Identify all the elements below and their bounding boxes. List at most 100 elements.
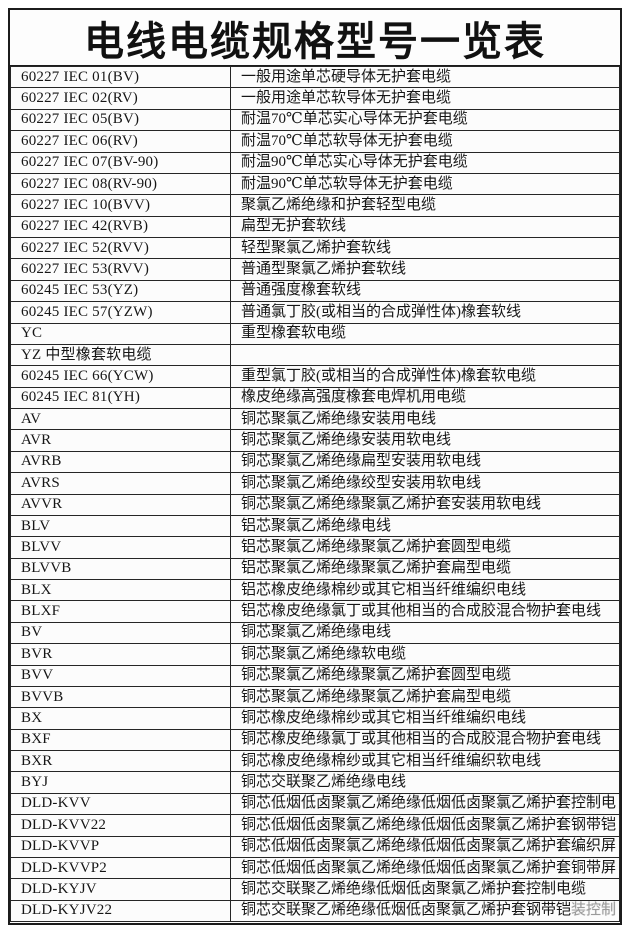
model-code-cell: 60245 IEC 81(YH): [10, 386, 231, 410]
table-row: 60227 IEC 06(RV) 耐温70℃单芯软导体无护套电缆: [10, 130, 620, 153]
description-cell: 铜芯低烟低卤聚氯乙烯绝缘低烟低卤聚氯乙烯护套铜带屏: [230, 856, 620, 880]
description-cell: 重型氯丁胶(或相当的合成弹性体)橡套软电缆: [230, 365, 620, 388]
model-code-cell: AVRB: [10, 450, 231, 474]
description-cell: 铜芯聚氯乙烯绝缘绞型安装用软电线: [230, 472, 620, 495]
table-row: 60227 IEC 05(BV) 耐温70℃单芯实心导体无护套电缆: [10, 108, 620, 132]
model-code-cell: AVVR: [10, 493, 231, 516]
description-cell: 铝芯聚氯乙烯绝缘聚氯乙烯护套扁型电缆: [230, 557, 620, 581]
description-cell: 耐温70℃单芯实心导体无护套电缆: [230, 108, 620, 132]
table-row: BYJ 铜芯交联聚乙烯绝缘电线: [10, 771, 620, 794]
description-cell: 轻型聚氯乙烯护套软线: [230, 236, 620, 260]
table-row: AVRS 铜芯聚氯乙烯绝缘绞型安装用软电线: [10, 472, 620, 495]
table-row: AVRB 铜芯聚氯乙烯绝缘扁型安装用软电线: [10, 450, 620, 474]
description-cell: 铜芯低烟低卤聚氯乙烯绝缘低烟低卤聚氯乙烯护套钢带铠: [230, 814, 620, 837]
model-code-cell: AVRS: [10, 472, 231, 495]
description-cell: 普通强度橡套软线: [230, 279, 620, 303]
table-row: 60227 IEC 53(RVV) 普通型聚氯乙烯护套软线: [10, 258, 620, 281]
description-cell: 普通氯丁胶(或相当的合成弹性体)橡套软线: [230, 301, 620, 324]
description-cell: 铝芯聚氯乙烯绝缘聚氯乙烯护套圆型电缆: [230, 536, 620, 559]
table-row: 60227 IEC 52(RVV) 轻型聚氯乙烯护套软线: [10, 236, 620, 260]
table-row: DLD-KVVP 铜芯低烟低卤聚氯乙烯绝缘低烟低卤聚氯乙烯护套编织屏: [10, 835, 620, 858]
model-code-cell: DLD-KVVP2: [10, 856, 231, 880]
description-cell: 耐温90℃单芯实心导体无护套电缆: [230, 151, 620, 174]
table-row: BLVV 铝芯聚氯乙烯绝缘聚氯乙烯护套圆型电缆: [10, 536, 620, 559]
description-cell: 铜芯聚氯乙烯绝缘安装用电线: [230, 407, 620, 431]
watermark-text: 装控制: [571, 902, 617, 919]
table-row: 60227 IEC 07(BV-90) 耐温90℃单芯实心导体无护套电缆: [10, 151, 620, 174]
description-cell: [230, 343, 620, 367]
model-code-cell: 60245 IEC 66(YCW): [10, 365, 231, 388]
table-row: BVR 铜芯聚氯乙烯绝缘软电缆: [10, 643, 620, 666]
description-cell: 铜芯聚氯乙烯绝缘聚氯乙烯护套圆型电缆: [230, 664, 620, 687]
description-cell: 铜芯橡皮绝缘氯丁或其他相当的合成胶混合物护套电线: [230, 728, 620, 752]
spec-table: 60227 IEC 01(BV) 一般用途单芯硬导体无护套电缆 60227 IEC …: [10, 65, 620, 923]
model-code-cell: BX: [10, 707, 231, 730]
model-code-cell: 60227 IEC 53(RVV): [10, 258, 231, 281]
table-row: 60245 IEC 53(YZ) 普通强度橡套软线: [10, 279, 620, 303]
model-code-cell: DLD-KYJV22: [10, 899, 231, 923]
table-row: BVVB 铜芯聚氯乙烯绝缘聚氯乙烯护套扁型电缆: [10, 685, 620, 709]
model-code-cell: BV: [10, 621, 231, 645]
description-cell: 聚氯乙烯绝缘和护套轻型电缆: [230, 194, 620, 217]
table-row: 60227 IEC 42(RVB) 扁型无护套软线: [10, 215, 620, 239]
spec-sheet: 电线电缆规格型号一览表 60227 IEC 01(BV) 一般用途单芯硬导体无护套…: [8, 8, 622, 925]
description-cell: 扁型无护套软线: [230, 215, 620, 239]
table-row: 60227 IEC 10(BVV) 聚氯乙烯绝缘和护套轻型电缆: [10, 194, 620, 217]
model-code-cell: DLD-KVVP: [10, 835, 231, 858]
model-code-cell: BLV: [10, 514, 231, 538]
description-cell: 铜芯聚氯乙烯绝缘扁型安装用软电线: [230, 450, 620, 474]
model-code-cell: BXR: [10, 749, 231, 773]
description-cell: 铜芯低烟低卤聚氯乙烯绝缘低烟低卤聚氯乙烯护套编织屏: [230, 835, 620, 858]
spec-table-body: 60227 IEC 01(BV) 一般用途单芯硬导体无护套电缆 60227 IEC …: [10, 65, 620, 923]
model-code-cell: BLX: [10, 578, 231, 602]
model-code-cell: BLVVB: [10, 557, 231, 581]
description-cell: 铜芯交联聚乙烯绝缘电线: [230, 771, 620, 794]
description-cell: 铝芯橡皮绝缘氯丁或其他相当的合成胶混合物护套电线: [230, 600, 620, 623]
description-cell: 铜芯橡皮绝缘棉纱或其它相当纤维编织软电线: [230, 749, 620, 773]
description-cell: 普通型聚氯乙烯护套软线: [230, 258, 620, 281]
description-cell: 铜芯低烟低卤聚氯乙烯绝缘低烟低卤聚氯乙烯护套控制电: [230, 792, 620, 816]
description-cell: 一般用途单芯软导体无护套电缆: [230, 87, 620, 110]
model-code-cell: YC: [10, 322, 231, 345]
table-row: 60245 IEC 57(YZW) 普通氯丁胶(或相当的合成弹性体)橡套软线: [10, 301, 620, 324]
description-cell: 铜芯聚氯乙烯绝缘软电缆: [230, 643, 620, 666]
model-code-cell: BVV: [10, 664, 231, 687]
model-code-cell: DLD-KYJV: [10, 878, 231, 901]
model-code-cell: 60245 IEC 53(YZ): [10, 279, 231, 303]
page-title: 电线电缆规格型号一览表: [10, 10, 620, 66]
description-cell: 重型橡套软电缆: [230, 322, 620, 345]
table-row: 60227 IEC 01(BV) 一般用途单芯硬导体无护套电缆: [10, 65, 620, 89]
description-cell: 耐温90℃单芯软导体无护套电缆: [230, 172, 620, 196]
model-code-cell: DLD-KVV: [10, 792, 231, 816]
table-row: BXF 铜芯橡皮绝缘氯丁或其他相当的合成胶混合物护套电线: [10, 728, 620, 752]
table-row: YC 重型橡套软电缆: [10, 322, 620, 345]
model-code-cell: BYJ: [10, 771, 231, 794]
table-row: 60245 IEC 66(YCW) 重型氯丁胶(或相当的合成弹性体)橡套软电缆: [10, 365, 620, 388]
description-cell: 橡皮绝缘高强度橡套电焊机用电缆: [230, 386, 620, 410]
model-code-cell: 60245 IEC 57(YZW): [10, 301, 231, 324]
model-code-cell: 60227 IEC 06(RV): [10, 130, 231, 153]
table-row: DLD-KYJV 铜芯交联聚乙烯绝缘低烟低卤聚氯乙烯护套控制电缆: [10, 878, 620, 901]
model-code-cell: AV: [10, 407, 231, 431]
model-code-cell: 60227 IEC 52(RVV): [10, 236, 231, 260]
description-cell: 铜芯交联聚乙烯绝缘低烟低卤聚氯乙烯护套控制电缆: [230, 878, 620, 901]
model-code-cell: BVR: [10, 643, 231, 666]
table-row: AV 铜芯聚氯乙烯绝缘安装用电线: [10, 407, 620, 431]
model-code-cell: DLD-KVV22: [10, 814, 231, 837]
table-row: DLD-KYJV22 铜芯交联聚乙烯绝缘低烟低卤聚氯乙烯护套钢带铠装控制: [10, 899, 620, 923]
model-code-cell: 60227 IEC 07(BV-90): [10, 151, 231, 174]
table-row: BVV 铜芯聚氯乙烯绝缘聚氯乙烯护套圆型电缆: [10, 664, 620, 687]
table-row: BLV 铝芯聚氯乙烯绝缘电线: [10, 514, 620, 538]
table-row: AVR 铜芯聚氯乙烯绝缘安装用软电线: [10, 429, 620, 452]
description-cell: 铜芯交联聚乙烯绝缘低烟低卤聚氯乙烯护套钢带铠装控制: [230, 899, 620, 923]
table-row: AVVR 铜芯聚氯乙烯绝缘聚氯乙烯护套安装用软电线: [10, 493, 620, 516]
description-cell: 铝芯聚氯乙烯绝缘电线: [230, 514, 620, 538]
model-code-cell: AVR: [10, 429, 231, 452]
table-row: BLVVB 铝芯聚氯乙烯绝缘聚氯乙烯护套扁型电缆: [10, 557, 620, 581]
model-code-cell: BLXF: [10, 600, 231, 623]
table-row: YZ 中型橡套软电缆: [10, 343, 620, 367]
description-cell: 铜芯聚氯乙烯绝缘电线: [230, 621, 620, 645]
description-cell: 铜芯聚氯乙烯绝缘聚氯乙烯护套安装用软电线: [230, 493, 620, 516]
table-row: BX 铜芯橡皮绝缘棉纱或其它相当纤维编织电线: [10, 707, 620, 730]
table-row: 60227 IEC 02(RV) 一般用途单芯软导体无护套电缆: [10, 87, 620, 110]
